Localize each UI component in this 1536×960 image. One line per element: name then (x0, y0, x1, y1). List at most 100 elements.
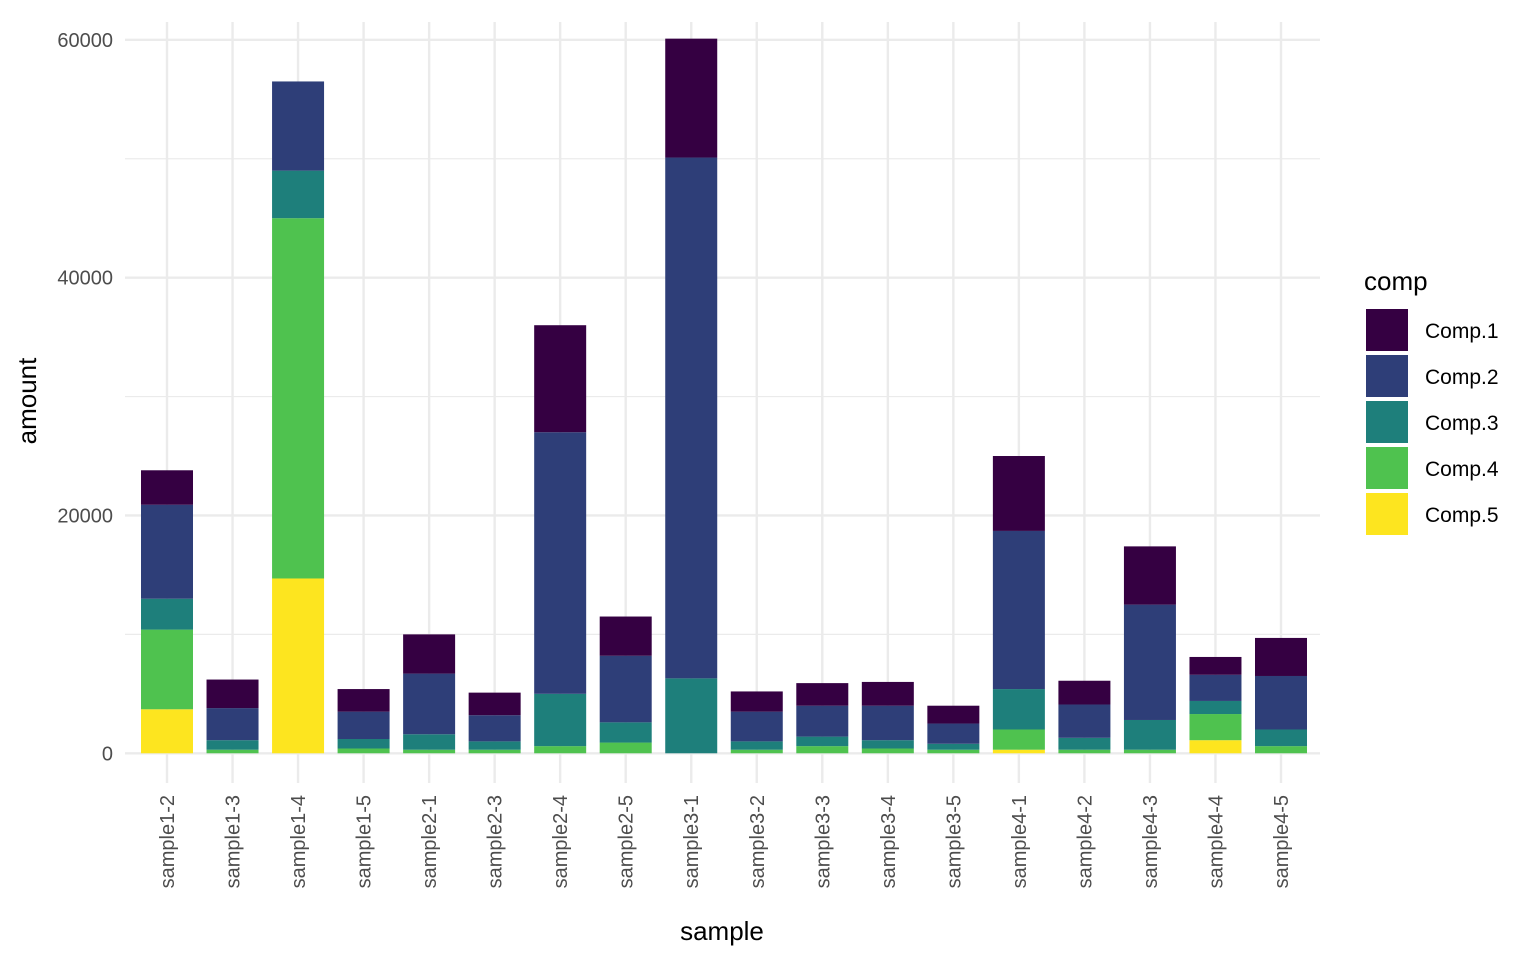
y-tick-label: 60000 (57, 30, 113, 52)
bar-segment (141, 504, 193, 599)
x-tick-label: sample1-2 (157, 795, 179, 888)
bar-segment (599, 616, 652, 656)
x-tick-label: sample1-5 (354, 795, 376, 888)
bar-segment (272, 170, 325, 219)
legend-label: Comp.2 (1425, 366, 1499, 389)
legend-swatch (1366, 447, 1408, 489)
bar-segment (141, 629, 193, 710)
bar-segment (1123, 719, 1176, 750)
bar-segment (861, 705, 914, 741)
bar-segment (1123, 546, 1176, 605)
y-tick-label: 40000 (57, 268, 113, 290)
x-tick-label: sample3-2 (747, 795, 769, 888)
x-tick-label: sample3-5 (943, 795, 965, 888)
bar-segment (1058, 749, 1111, 754)
bar-segment (403, 673, 456, 735)
bar-segment (337, 748, 390, 754)
y-axis-ticks: 0 20000 40000 60000 (57, 30, 113, 765)
legend: comp Comp.1 Comp.2 Comp.3 Comp.4 Comp.5 (1364, 266, 1499, 535)
bar-segment (730, 741, 783, 750)
bar-segment (206, 740, 259, 750)
legend-label: Comp.4 (1425, 458, 1499, 481)
x-tick-label: sample2-4 (550, 795, 572, 888)
x-tick-label: sample2-5 (616, 795, 638, 888)
legend-label: Comp.5 (1425, 504, 1499, 527)
bar-segment (1255, 746, 1307, 754)
legend-swatch (1366, 401, 1408, 443)
y-tick-label: 0 (102, 743, 113, 765)
bar-segment (534, 746, 587, 754)
bar-segment (1058, 704, 1111, 738)
bar-segment (1255, 729, 1307, 747)
x-axis-title: sample (680, 916, 764, 946)
bar-segment (665, 38, 718, 158)
x-tick-label: sample4-3 (1140, 795, 1162, 888)
bar-segment (272, 578, 325, 754)
bar-segment (272, 81, 325, 171)
bar-segment (1255, 675, 1307, 730)
x-tick-label: sample4-4 (1205, 795, 1227, 888)
bar-segment (337, 711, 390, 740)
bar-segment (599, 742, 652, 754)
bar-segment (665, 678, 718, 754)
bar-segment (992, 749, 1045, 754)
bar-segment (927, 749, 980, 754)
bar-segment (861, 681, 914, 706)
x-tick-label: sample1-3 (223, 795, 245, 888)
bar-segment (927, 743, 980, 750)
bar-segment (665, 157, 718, 679)
bar-segment (796, 736, 849, 747)
bar-segment (534, 432, 587, 694)
legend-title: comp (1364, 266, 1428, 296)
bar-segment (337, 739, 390, 749)
y-axis-title: amount (12, 357, 42, 444)
bar-segment (1189, 700, 1242, 715)
bar-segment (1123, 749, 1176, 754)
bar-segment (403, 634, 456, 674)
bars (141, 38, 1307, 754)
bar-segment (141, 470, 193, 505)
bar-segment (1189, 714, 1242, 741)
legend-label: Comp.1 (1425, 320, 1499, 343)
x-tick-label: sample4-2 (1074, 795, 1096, 888)
legend-swatch (1366, 493, 1408, 535)
legend-swatch (1366, 309, 1408, 351)
bar-segment (861, 740, 914, 749)
x-tick-label: sample2-1 (419, 795, 441, 888)
bar-segment (992, 456, 1045, 531)
bar-segment (796, 683, 849, 706)
bar-segment (1189, 674, 1242, 701)
legend-swatch (1366, 355, 1408, 397)
x-tick-label: sample3-1 (681, 795, 703, 888)
bar-segment (403, 734, 456, 750)
bar-segment (599, 655, 652, 723)
x-tick-label: sample1-4 (288, 795, 310, 888)
bar-segment (272, 218, 325, 579)
bar-segment (992, 689, 1045, 730)
bar-segment (1189, 656, 1242, 675)
bar-segment (534, 693, 587, 747)
bar-segment (730, 749, 783, 754)
bar-segment (141, 598, 193, 630)
bar-segment (337, 689, 390, 712)
bar-segment (992, 729, 1045, 750)
bar-segment (534, 325, 587, 433)
bar-segment (1255, 637, 1307, 676)
bar-segment (730, 711, 783, 742)
x-tick-label: sample2-3 (485, 795, 507, 888)
bar-segment (861, 748, 914, 754)
bar-segment (468, 741, 521, 750)
x-tick-label: sample4-1 (1009, 795, 1031, 888)
x-axis-ticks: sample1-2 sample1-3 sample1-4 sample1-5 samp… (157, 795, 1293, 888)
bar-segment (468, 692, 521, 716)
bar-segment (1058, 737, 1111, 750)
x-tick-label: sample3-4 (878, 795, 900, 888)
bar-segment (730, 691, 783, 712)
bar-segment (403, 749, 456, 754)
bar-segment (796, 705, 849, 737)
bar-segment (206, 708, 259, 741)
legend-label: Comp.3 (1425, 412, 1499, 435)
bar-segment (992, 530, 1045, 690)
